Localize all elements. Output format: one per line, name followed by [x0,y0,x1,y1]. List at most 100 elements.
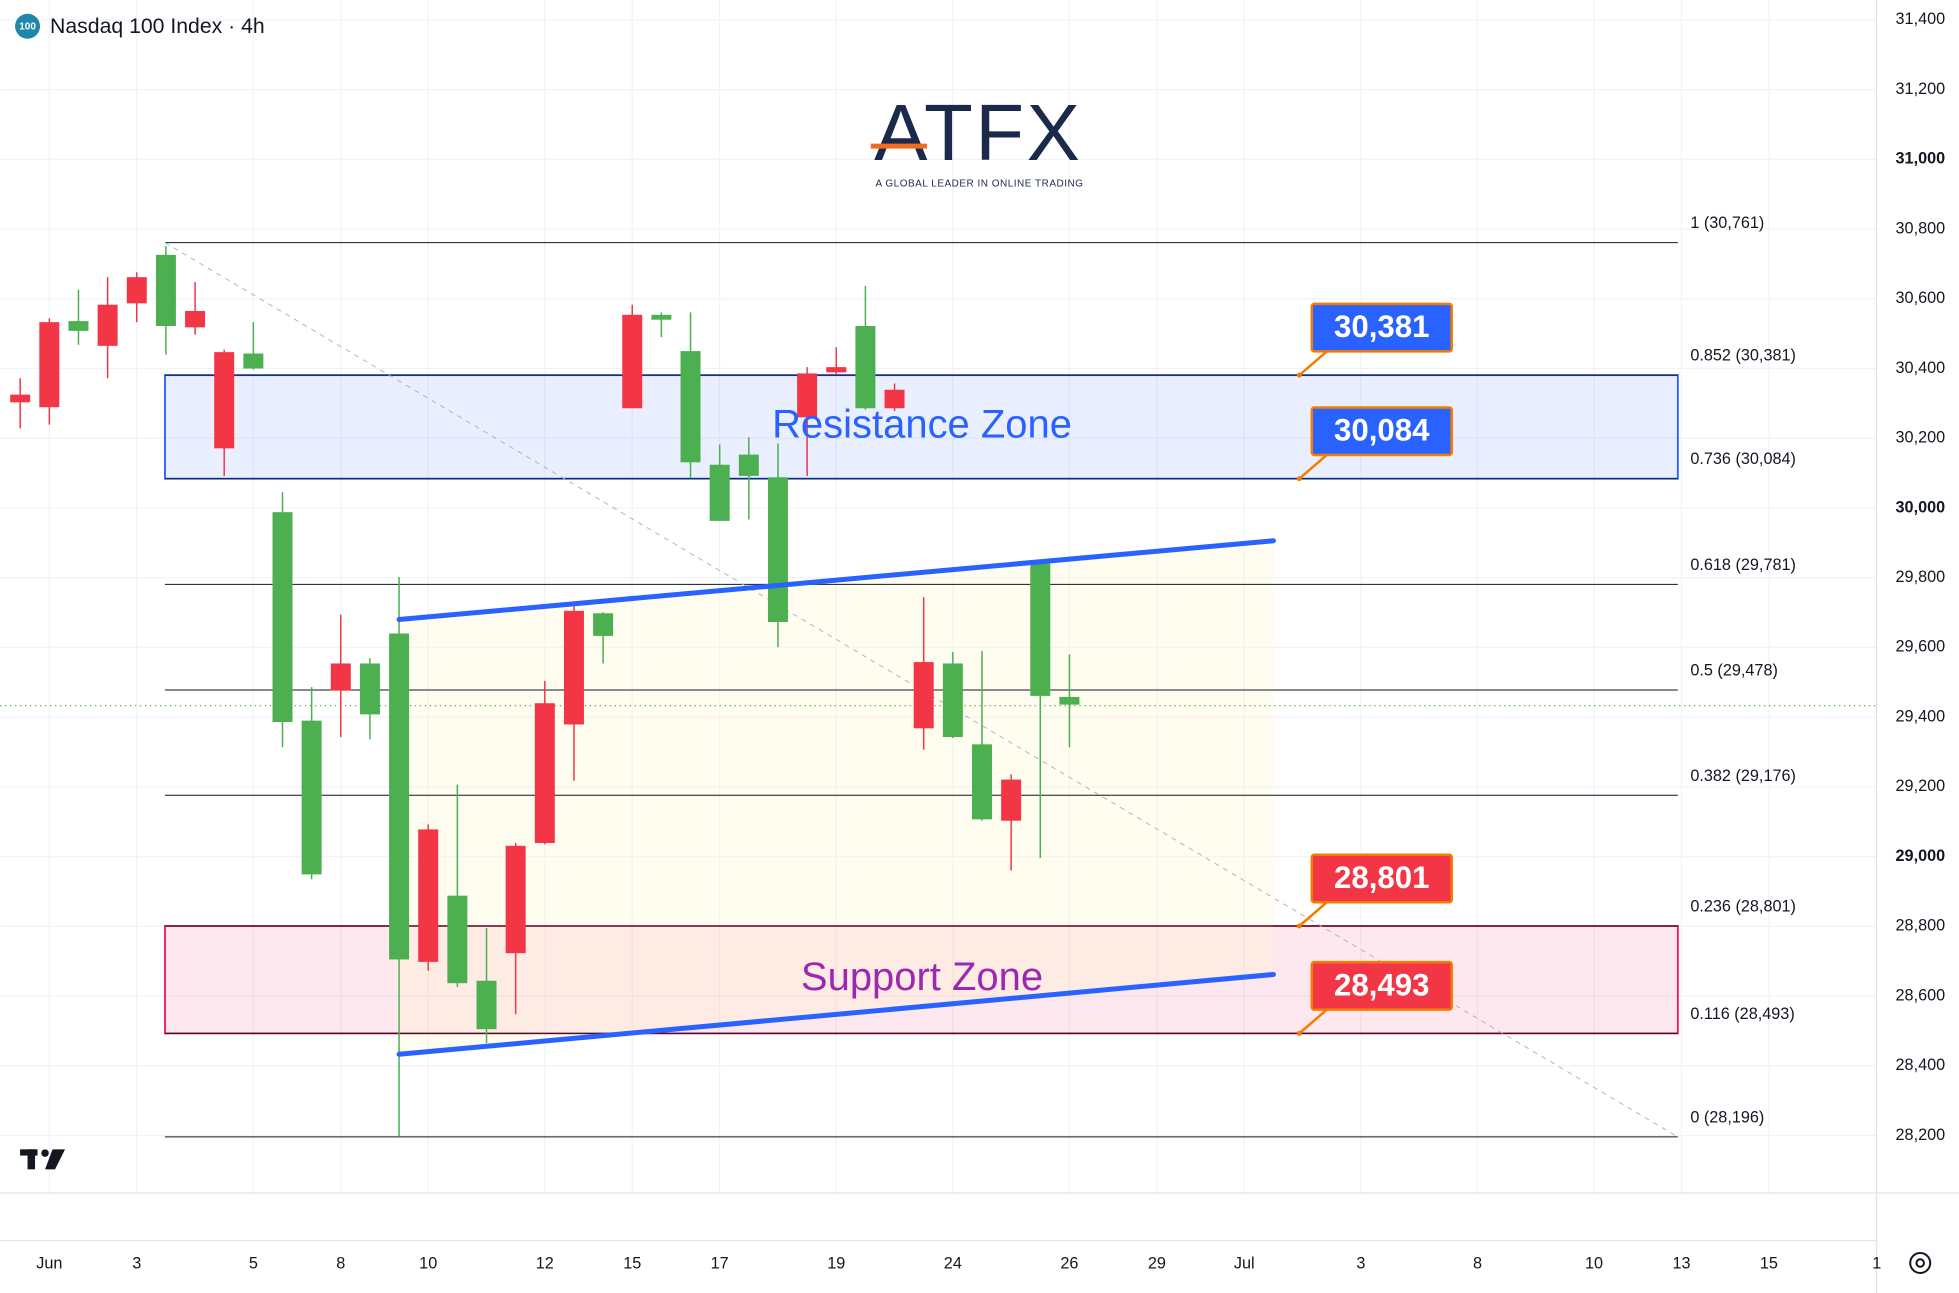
callout-pointer [1298,901,1328,927]
candle [214,349,235,476]
candle-body [797,373,818,418]
candle-body [971,744,992,820]
callout-box [1310,853,1453,904]
x-tick-label: 8 [336,1255,345,1273]
callout-pointer [1298,1008,1328,1035]
y-tick-label: 30,400 [1896,359,1946,377]
candle [330,614,351,738]
fib-label: 0.852 (30,381) [1690,347,1796,365]
fib-label: 0.116 (28,493) [1690,1005,1794,1023]
candle [797,367,818,476]
y-tick-label: 28,200 [1896,1126,1946,1144]
x-tick-label: 5 [249,1255,258,1273]
candle [68,289,89,345]
y-tick-label: 28,400 [1896,1056,1946,1074]
trend-line [396,538,1276,623]
y-tick-label: 30,000 [1896,498,1946,516]
candle-body [155,254,176,326]
x-tick-label: 10 [419,1255,437,1273]
candle-body [126,277,147,304]
candle [971,650,992,821]
candle [185,282,206,335]
candle-body [884,389,905,409]
candle [418,824,439,971]
candle [826,347,847,375]
y-tick-label: 31,400 [1896,10,1946,28]
candle [243,322,264,370]
candle-body [39,322,60,408]
candle-body [359,663,380,715]
candle [738,437,759,520]
logo-brand: ATFX [874,88,1082,177]
y-tick-label: 31,200 [1896,80,1946,98]
candle [505,843,526,1015]
settings-button[interactable] [1909,1252,1932,1275]
candle-body [1030,563,1051,696]
candle-body [942,663,963,738]
x-tick-label: 15 [623,1255,641,1273]
candle-body [476,980,497,1030]
candle [1030,562,1051,859]
y-tick-label: 29,000 [1896,847,1946,865]
fib-label: 0.5 (29,478) [1690,662,1778,680]
callout-anchor [1296,923,1302,929]
candle-body [272,512,293,723]
fib-label: 0 (28,196) [1690,1108,1764,1126]
candle-body [593,613,614,636]
x-tick-label: 19 [827,1255,845,1273]
candle-body [767,477,788,622]
callout-label: 30,084 [1334,413,1430,448]
x-tick-label: 10 [1585,1255,1603,1273]
symbol-badge-text: 100 [19,22,36,33]
candle [855,285,876,410]
x-tick-label: 29 [1148,1255,1166,1273]
candle-body [622,314,643,409]
callout-pointer [1298,350,1328,377]
candle [272,492,293,748]
y-tick-label: 30,600 [1896,289,1946,307]
candle [622,304,643,409]
candle-body [330,663,351,691]
zone-label: Resistance Zone [772,402,1072,446]
x-tick-label: 24 [944,1255,962,1273]
x-tick-label: 13 [1672,1255,1690,1273]
fib-diagonal [164,242,1679,1138]
candle-body [214,352,235,449]
x-tick-label: 17 [711,1255,729,1273]
candle [97,277,118,379]
candle [389,577,410,1137]
candle [884,383,905,412]
symbol-title: Nasdaq 100 Index · 4h [50,15,265,38]
candle-body [447,895,468,984]
y-tick-label: 31,000 [1896,150,1946,168]
zone-label: Support Zone [801,955,1043,999]
candle-body [534,703,555,844]
logo-tagline: A GLOBAL LEADER IN ONLINE TRADING [876,178,1084,189]
settings-icon[interactable] [1909,1252,1932,1275]
x-tick-label: 15 [1760,1255,1778,1273]
candle-body [563,610,584,725]
fib-label: 0.736 (30,084) [1690,450,1796,468]
candle-body [1001,779,1022,821]
y-tick-label: 29,200 [1896,777,1946,795]
y-tick-label: 28,800 [1896,917,1946,935]
x-tick-label: 3 [132,1255,141,1273]
x-tick-label: 1 [1872,1255,1881,1273]
y-tick-label: 30,800 [1896,219,1946,237]
candle [155,246,176,355]
candle-body [68,321,89,331]
callout-label: 28,493 [1334,967,1430,1002]
callout-label: 28,801 [1334,860,1430,895]
candle-body [651,314,672,320]
candle [476,928,497,1044]
candle-body [913,662,934,729]
candle-body [243,353,264,369]
tv-logo-part [41,1149,49,1157]
candle [913,597,934,750]
fib-label: 0.236 (28,801) [1690,898,1796,916]
callout-box [1310,302,1453,353]
settings-icon[interactable] [1915,1258,1925,1268]
candle [1001,774,1022,871]
candle [447,784,468,988]
